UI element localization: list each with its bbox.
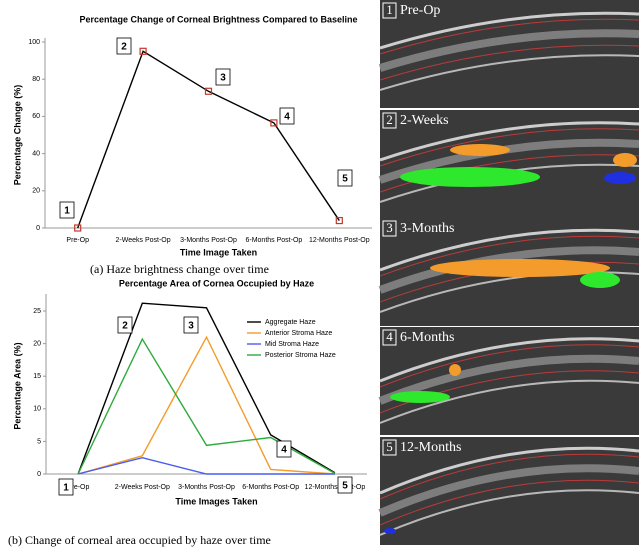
haze-region [430, 259, 610, 277]
y-tick-label: 10 [33, 406, 41, 413]
annotation: 1 [63, 483, 69, 494]
x-tick-label: 6-Months Post-Op [245, 237, 302, 244]
haze-region [449, 364, 461, 376]
figure: Percentage Change of Corneal Brightness … [0, 0, 639, 550]
haze-region [613, 153, 637, 167]
y-axis-label: Percentage Change (%) [12, 85, 22, 186]
y-tick-label: 80 [32, 76, 40, 83]
chart-title: Percentage Change of Corneal Brightness … [79, 14, 357, 24]
legend-label: Anterior Stroma Haze [265, 330, 332, 337]
panel-label: 12-Months [400, 440, 461, 455]
annotation: 2 [121, 42, 127, 53]
y-tick-label: 0 [36, 225, 40, 232]
x-tick-label: 12-Months Post-Op [309, 237, 370, 244]
haze-region [400, 167, 540, 187]
x-tick-label: Pre-Op [66, 237, 89, 244]
panel-number: 5 [386, 439, 393, 454]
annotation: 1 [64, 206, 70, 217]
x-axis-label: Time Image Taken [180, 247, 257, 257]
haze-region [580, 272, 620, 288]
legend-label: Posterior Stroma Haze [265, 352, 336, 359]
caption: (b) Change of corneal area occupied by h… [8, 533, 271, 547]
series-line [78, 339, 335, 474]
y-tick-label: 40 [32, 150, 40, 157]
y-tick-label: 60 [32, 113, 40, 120]
panel-number: 2 [386, 112, 393, 127]
annotation: 3 [188, 321, 194, 332]
panel-label: 3-Months [400, 221, 454, 236]
y-tick-label: 15 [33, 373, 41, 380]
y-tick-label: 20 [32, 188, 40, 195]
annotation: 5 [342, 174, 348, 185]
haze-region [390, 391, 450, 403]
annotation: 4 [281, 445, 287, 456]
chart-title: Percentage Area of Cornea Occupied by Ha… [119, 278, 314, 288]
legend-label: Mid Stroma Haze [265, 341, 319, 348]
haze-region [384, 528, 396, 534]
caption: (a) Haze brightness change over time [90, 262, 269, 276]
x-tick-label: 3-Months Post-Op [180, 237, 237, 244]
panel-label: 2-Weeks [400, 113, 449, 128]
series-line [78, 51, 340, 228]
y-axis-label: Percentage Area (%) [12, 342, 22, 429]
legend-label: Aggregate Haze [265, 319, 316, 326]
annotation: 2 [122, 321, 128, 332]
y-tick-label: 20 [33, 340, 41, 347]
x-tick-label: 12-Months Post-Op [305, 484, 366, 491]
series-line [78, 303, 335, 474]
y-tick-label: 100 [28, 39, 40, 46]
y-tick-label: 0 [37, 471, 41, 478]
x-tick-label: 2-Weeks Post-Op [115, 484, 170, 491]
x-tick-label: 2-Weeks Post-Op [116, 237, 171, 244]
panel-label: 6-Months [400, 330, 454, 345]
x-tick-label: 3-Months Post-Op [178, 484, 235, 491]
annotation: 5 [342, 481, 348, 492]
haze-region [604, 172, 636, 184]
panel-label: Pre-Op [400, 3, 440, 18]
y-tick-label: 25 [33, 308, 41, 315]
panel-number: 1 [386, 2, 393, 17]
x-axis-label: Time Images Taken [175, 496, 257, 506]
x-tick-label: 6-Months Post-Op [242, 484, 299, 491]
y-tick-label: 5 [37, 438, 41, 445]
haze-region [450, 144, 510, 156]
annotation: 3 [220, 73, 226, 84]
annotation: 4 [284, 112, 290, 123]
panel-number: 4 [386, 329, 393, 344]
panel-number: 3 [386, 220, 393, 235]
